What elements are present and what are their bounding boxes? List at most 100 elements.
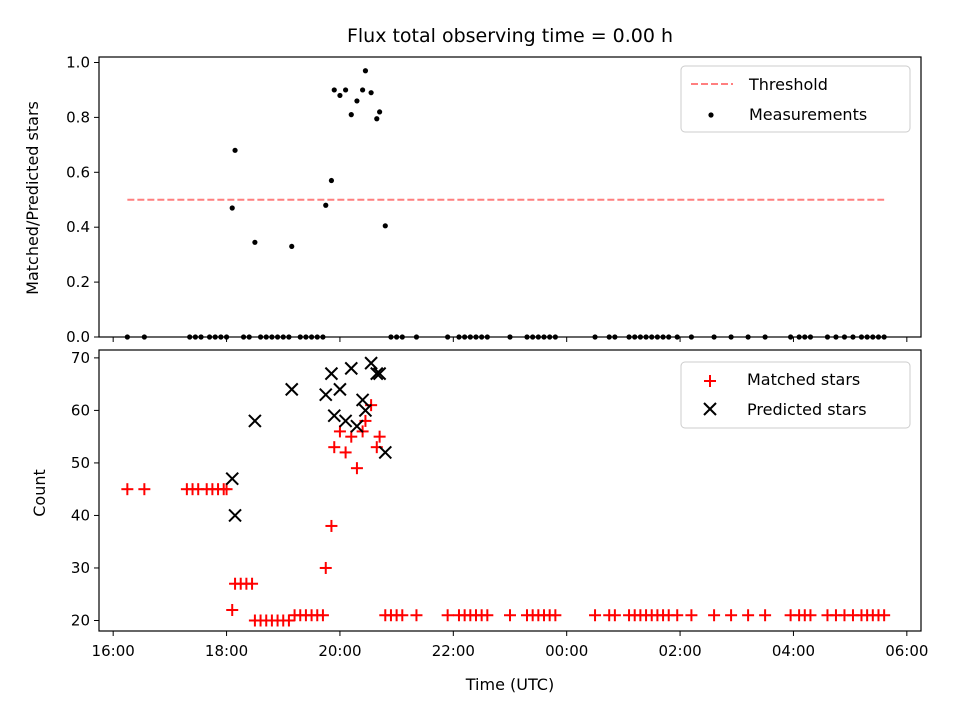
x-axis-label: Time (UTC) (465, 675, 554, 694)
top-plot-frame (98, 56, 922, 338)
xtick-label: 22:00 (432, 642, 475, 660)
bottom-ytick-label: 50 (71, 454, 90, 472)
bottom-ytick-label: 30 (71, 559, 90, 577)
measurement-point (374, 116, 380, 122)
matched-star-point (549, 609, 562, 622)
matched-star-point (333, 425, 346, 438)
predicted-star-point (350, 419, 364, 433)
bottom-legend: Matched stars Predicted stars (680, 361, 911, 429)
matched-star-point (504, 609, 516, 622)
top-panel: 0.0 0.2 0.4 0.6 0.8 1.0 (66, 53, 922, 346)
measurement-point (343, 87, 349, 93)
matched-star-point (759, 609, 772, 622)
bottom-ytick-label: 70 (71, 349, 90, 367)
measurement-point (354, 98, 360, 104)
chart-title: Flux total observing time = 0.00 h (347, 25, 673, 47)
matched-star-point (121, 483, 134, 496)
predicted-star-point (355, 393, 370, 407)
predicted-star-point (324, 366, 339, 381)
top-legend-box (680, 65, 911, 133)
measurement-point (337, 92, 343, 99)
matched-star-point (220, 483, 233, 496)
matched-star-point (441, 609, 454, 622)
legend-predicted-label: Predicted stars (747, 400, 867, 419)
measurement-point (382, 223, 388, 229)
matched-star-point (671, 609, 684, 622)
top-ytick-label: 0.0 (66, 328, 90, 346)
predicted-star-point (248, 414, 262, 428)
predicted-star-point (338, 414, 353, 428)
matched-star-point (804, 609, 817, 622)
predicted-star-point (344, 361, 358, 376)
matched-star-point (589, 609, 602, 622)
predicted-star-point (319, 387, 333, 402)
matched-star-point (396, 609, 409, 622)
xtick-label: 02:00 (658, 642, 701, 660)
measurement-point (331, 87, 337, 93)
matched-star-point (410, 609, 423, 622)
legend-matched-label: Matched stars (747, 370, 860, 389)
bottom-panel: 20 30 40 50 60 70 16:00 18:00 20:00 22:00 00:00 02:… (71, 349, 929, 660)
legend-predicted-swatch (703, 402, 717, 416)
top-ytick-label: 1.0 (66, 53, 90, 71)
xtick-label: 20:00 (318, 642, 361, 660)
measurement-point (289, 243, 295, 250)
predicted-star-point (372, 366, 387, 381)
predicted-star-point (333, 382, 347, 397)
predicted-star-point (378, 445, 392, 460)
matched-star-point (742, 609, 755, 622)
matched-star-point (328, 441, 341, 454)
matched-star-point (608, 609, 621, 622)
legend-measurements-swatch (708, 112, 714, 118)
top-ytick-label: 0.8 (66, 108, 90, 126)
matched-star-point (138, 483, 151, 496)
measurement-point (252, 239, 258, 245)
bottom-legend-box (680, 361, 911, 429)
matched-star-point (878, 609, 891, 622)
matched-star-point (246, 577, 259, 590)
predicted-star-point (370, 366, 384, 381)
predicted-star-point (228, 508, 242, 523)
measurement-point (362, 68, 369, 74)
legend-threshold-label: Threshold (748, 75, 828, 94)
xtick-label: 04:00 (772, 642, 815, 660)
bottom-plot-frame (98, 349, 922, 632)
legend-matched-swatch (704, 375, 716, 387)
matched-star-point (226, 603, 239, 616)
matched-star-point (325, 519, 338, 532)
matched-star-point (316, 609, 329, 622)
xtick-label: 06:00 (885, 642, 928, 660)
predicted-star-point (225, 471, 239, 486)
bottom-ytick-label: 60 (71, 401, 90, 419)
measurement-point (377, 109, 383, 115)
matched-star-point (373, 430, 386, 443)
matched-star-point (350, 462, 363, 475)
measurement-point (360, 87, 366, 93)
matched-star-point (339, 446, 352, 459)
matched-star-point (685, 609, 698, 622)
xtick-label: 18:00 (205, 642, 248, 660)
xtick-label: 00:00 (545, 642, 588, 660)
predicted-star-point (358, 403, 373, 418)
matched-star-point (708, 609, 721, 622)
predicted-star-point (364, 356, 378, 370)
matched-star-point (725, 609, 738, 622)
matched-star-point (282, 614, 295, 627)
top-legend: Threshold Measurements (680, 65, 911, 133)
bottom-y-axis-label: Count (30, 469, 49, 517)
measurement-point (323, 202, 329, 208)
measurement-point (232, 147, 238, 153)
top-ytick-label: 0.6 (66, 163, 90, 181)
predicted-star-point (327, 408, 341, 423)
top-y-axis-label: Matched/Predicted stars (23, 101, 42, 295)
matched-star-point (345, 430, 358, 443)
top-ytick-label: 0.4 (66, 218, 90, 236)
measurement-point (368, 90, 374, 96)
measurement-point (229, 205, 235, 211)
bottom-ytick-label: 20 (71, 611, 90, 629)
xtick-label: 16:00 (92, 642, 135, 660)
measurement-point (348, 112, 354, 118)
matched-star-point (481, 609, 494, 622)
matched-star-point (319, 561, 332, 574)
